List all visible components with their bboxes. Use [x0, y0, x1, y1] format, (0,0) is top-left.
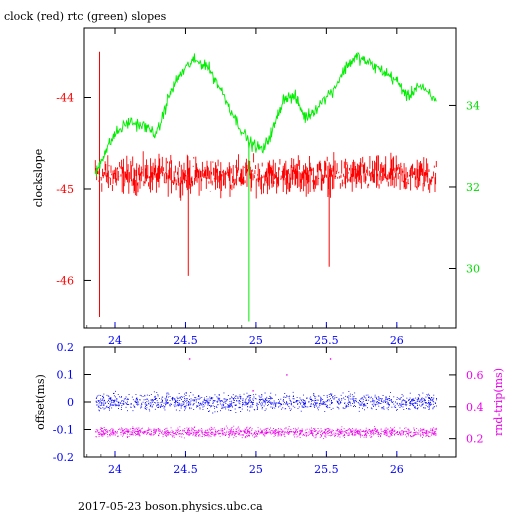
series-rnd-trip-outlier-3 — [252, 390, 254, 392]
x-tick-label-0: 24 — [108, 463, 122, 476]
x-tick-label-0: 24 — [108, 334, 122, 347]
right-axis-title: rnd-trip(ms) — [492, 368, 505, 436]
left-tick-label-0: -0.2 — [53, 451, 74, 464]
series-rnd-trip-outlier-0 — [188, 358, 191, 360]
series-rnd-trip-outlier-2 — [286, 374, 288, 376]
x-tick-label-4: 26 — [390, 334, 404, 347]
footer-text: 2017-05-23 boson.physics.ubc.ca — [78, 500, 263, 512]
chart-title: clock (red) rtc (green) slopes — [4, 10, 167, 23]
right-tick-label-0: 0.2 — [466, 433, 484, 446]
x-tick-label-1: 24.5 — [173, 463, 198, 476]
left-tick-label-2: -44 — [56, 92, 74, 105]
plot-area — [95, 358, 437, 439]
x-tick-label-2: 25 — [249, 463, 263, 476]
left-tick-label-0: -46 — [56, 274, 74, 287]
x-tick-label-4: 26 — [390, 463, 404, 476]
x-tick-label-3: 25.5 — [314, 463, 339, 476]
bottom-panel: 24 24.5 25 25.5 26 -0.2 -0.1 0 0.1 0.2 0.2 0.4 0.6 of… — [34, 341, 505, 476]
series-offset-points — [95, 390, 437, 414]
right-tick-label-2: 34 — [466, 99, 480, 112]
plot-frame — [83, 346, 457, 458]
series-rnd-trip-points — [95, 425, 437, 439]
left-tick-label-2: 0 — [67, 396, 74, 409]
x-tick-label-3: 25.5 — [314, 334, 339, 347]
right-tick-label-1: 32 — [466, 181, 480, 194]
series-rnd-trip-outlier-1 — [329, 358, 332, 360]
left-tick-label-4: 0.2 — [57, 341, 75, 354]
left-axis-title: offset(ms) — [34, 374, 47, 430]
right-tick-label-2: 0.6 — [466, 369, 484, 382]
series-clock-line — [94, 151, 437, 201]
top-panel: 24 24.5 25 25.5 26 -46 -45 -44 30 32 34 clockslope — [32, 27, 480, 347]
x-tick-label-2: 25 — [249, 334, 263, 347]
left-tick-label-1: -45 — [56, 183, 74, 196]
plot-area — [94, 51, 437, 322]
left-tick-label-3: 0.1 — [57, 369, 75, 382]
x-tick-label-1: 24.5 — [173, 334, 198, 347]
right-tick-label-1: 0.4 — [466, 401, 484, 414]
series-rtc-line — [94, 51, 437, 177]
right-tick-label-0: 30 — [466, 262, 480, 275]
left-tick-label-1: -0.1 — [53, 424, 74, 437]
left-axis-title: clockslope — [32, 149, 45, 207]
